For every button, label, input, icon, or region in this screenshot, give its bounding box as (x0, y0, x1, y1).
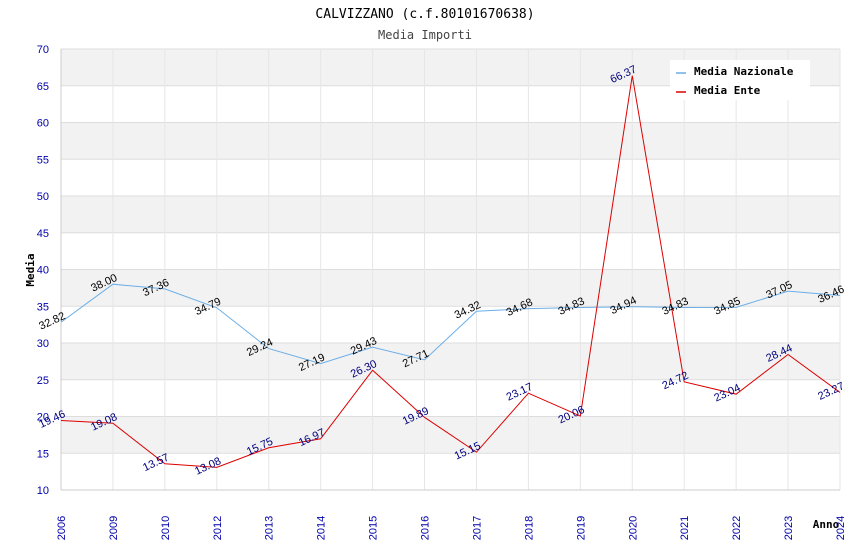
y-tick-label: 50 (37, 191, 49, 203)
series-line-ente (60, 75, 841, 468)
y-tick-label: 10 (37, 485, 49, 497)
x-tick-label: 2010 (160, 516, 172, 540)
x-tick-label: 2018 (523, 516, 535, 540)
y-tick-label: 25 (37, 375, 49, 387)
y-tick-label: 40 (37, 265, 49, 277)
grid-band (61, 343, 840, 380)
legend: Media Nazionale Media Ente (670, 60, 810, 100)
grid-band (61, 269, 840, 307)
data-label-ente: 13.08 (193, 455, 223, 478)
x-axis-ticks: 2006 2009 2010 2012 2013 2014 2015 2016 2017 2018… (56, 516, 847, 540)
chart-subtitle: Media Importi (378, 28, 472, 42)
y-tick-label: 70 (37, 44, 49, 56)
legend-label-ente: Media Ente (694, 84, 761, 97)
grid-band (61, 122, 840, 160)
grid-bands (60, 48, 841, 491)
x-tick-label: 2021 (679, 516, 691, 540)
x-tick-label: 2023 (783, 516, 795, 540)
data-label-ente: 23.17 (505, 381, 535, 404)
x-tick-label: 2009 (108, 516, 120, 540)
y-tick-label: 45 (37, 228, 49, 240)
y-tick-label: 55 (37, 154, 49, 166)
y-axis-ticks: 10 15 20 25 30 35 40 45 50 55 60 65 70 (37, 44, 49, 497)
y-tick-label: 60 (37, 118, 49, 130)
x-tick-label: 2017 (471, 516, 483, 540)
x-tick-label: 2024 (835, 516, 847, 540)
series-line-nazionale (60, 283, 841, 365)
data-label-ente: 23.27 (816, 380, 846, 403)
y-tick-label: 35 (37, 301, 49, 313)
x-tick-label: 2014 (316, 516, 328, 540)
x-tick-label: 2013 (264, 516, 276, 540)
legend-box (670, 60, 810, 100)
grid-band (61, 196, 840, 233)
y-tick-label: 65 (37, 81, 49, 93)
y-tick-label: 30 (37, 338, 49, 350)
data-label-ente: 23.04 (712, 382, 742, 405)
x-tick-label: 2012 (212, 516, 224, 540)
y-tick-label: 20 (37, 412, 49, 424)
y-axis-label: Media (24, 253, 37, 286)
data-label-nazionale: 32.82 (37, 310, 67, 333)
x-tick-label: 2016 (420, 516, 432, 540)
chart-title: CALVIZZANO (c.f.80101670638) (315, 7, 534, 22)
x-tick-label: 2020 (627, 516, 639, 540)
y-tick-label: 15 (37, 448, 49, 460)
x-tick-label: 2015 (368, 516, 380, 540)
data-label-ente: 13.57 (141, 452, 171, 475)
x-tick-label: 2019 (575, 516, 587, 540)
x-tick-label: 2006 (56, 516, 68, 540)
x-axis-label: Anno (813, 518, 840, 531)
legend-label-nazionale: Media Nazionale (694, 65, 794, 78)
series-group (60, 75, 841, 468)
x-tick-label: 2022 (731, 516, 743, 540)
